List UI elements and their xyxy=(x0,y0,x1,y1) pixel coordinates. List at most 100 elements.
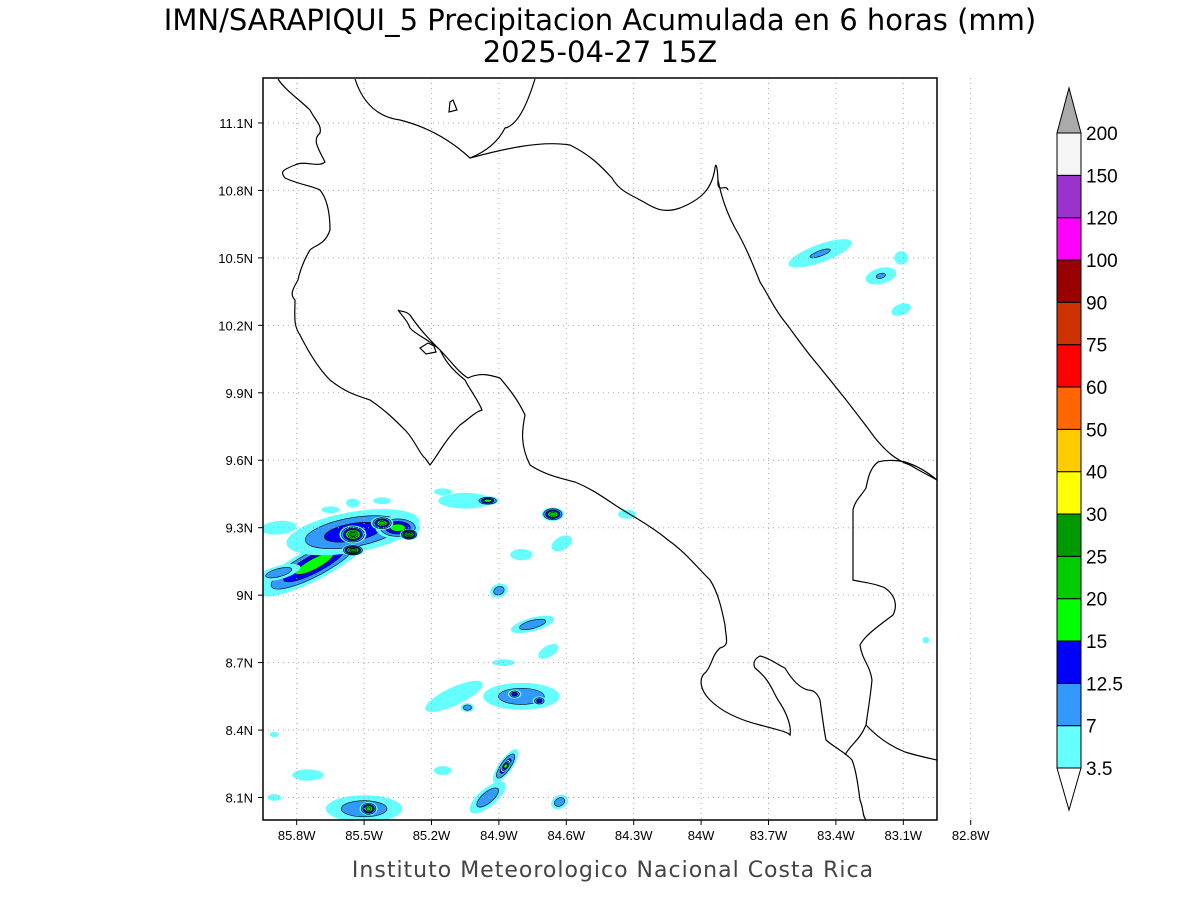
precip-cell xyxy=(483,682,560,710)
pacific-coast-north xyxy=(277,78,426,459)
panama-border xyxy=(844,459,937,756)
precip-contour-level-1 xyxy=(321,506,340,514)
y-tick-label: 9.9N xyxy=(226,386,253,401)
burica-coast xyxy=(865,724,937,761)
precip-cell xyxy=(551,535,573,552)
colorbar-label: 7 xyxy=(1086,717,1097,738)
y-tick-label: 9.6N xyxy=(226,453,253,468)
precip-cell xyxy=(500,760,511,772)
colorbar-swatch xyxy=(1056,132,1082,176)
precip-cell xyxy=(370,516,394,530)
precip-cell xyxy=(292,769,324,781)
precip-contour-level-2 xyxy=(875,272,886,279)
colorbar-label: 40 xyxy=(1086,463,1107,484)
precip-cell xyxy=(400,528,419,541)
y-tick-label: 8.4N xyxy=(226,723,253,738)
y-tick-label: 10.5N xyxy=(218,251,253,266)
lake-island xyxy=(448,99,458,113)
colorbar-label: 12.5 xyxy=(1086,674,1123,695)
colorbar-label: 60 xyxy=(1086,378,1107,399)
precip-cell xyxy=(532,696,547,706)
y-tick-label: 8.7N xyxy=(226,656,253,671)
x-tick-label: 84.6W xyxy=(548,828,586,843)
precip-cell xyxy=(263,563,301,582)
colorbar: 3.5 7 12.5 15 20 25 30 40 50 60 75 90 100 120 150 200 xyxy=(1056,86,1123,812)
x-tick-label: 83.1W xyxy=(885,828,923,843)
colorbar-label: 30 xyxy=(1086,505,1107,526)
precip-contour-level-1 xyxy=(894,251,908,265)
precip-cell xyxy=(469,781,506,814)
lake-nicaragua-shore xyxy=(354,78,536,159)
nicaragua-border xyxy=(469,143,729,212)
precip-contour-level-6 xyxy=(406,532,412,537)
map-title: IMN/SARAPIQUI_5 Precipitacion Acumulada … xyxy=(164,3,1036,37)
precip-contour-level-1 xyxy=(551,535,573,552)
precip-cell xyxy=(510,549,533,561)
pacific-coast-central xyxy=(499,377,867,820)
grid-layer xyxy=(263,78,972,820)
precip-cell xyxy=(321,506,340,514)
precip-contour-level-1 xyxy=(373,497,392,505)
gulf-island xyxy=(419,342,437,355)
precip-cell xyxy=(433,766,452,776)
precip-cell xyxy=(359,802,378,816)
x-tick-label: 83.7W xyxy=(750,828,788,843)
precip-contour-level-3 xyxy=(536,698,543,704)
precip-contour-level-1 xyxy=(433,766,452,776)
colorbar-swatch xyxy=(1056,471,1082,515)
colorbar-swatch xyxy=(1056,174,1082,219)
plot-background xyxy=(263,78,937,820)
coastlines xyxy=(277,78,937,820)
precip-cell xyxy=(490,583,508,598)
precip-contour-level-5 xyxy=(365,806,372,811)
x-tick-label: 84W xyxy=(688,828,715,843)
precip-cell xyxy=(269,731,279,738)
colorbar-label: 50 xyxy=(1086,420,1107,441)
y-tick-label: 11.1N xyxy=(219,116,253,131)
colorbar-label: 90 xyxy=(1086,293,1107,314)
precip-contour-level-1 xyxy=(433,488,452,496)
precip-contour-level-2 xyxy=(493,586,505,596)
precip-cell xyxy=(551,794,569,810)
colorbar-label: 20 xyxy=(1086,590,1107,611)
footer-credit: Instituto Meteorologico Nacional Costa R… xyxy=(352,858,874,883)
precip-contour-level-1 xyxy=(617,509,636,519)
precip-contour-level-2 xyxy=(463,704,472,711)
colorbar-label: 25 xyxy=(1086,547,1107,568)
precip-cell xyxy=(510,615,555,634)
map-subtitle: 2025-04-27 15Z xyxy=(483,35,718,69)
precip-contour-level-1 xyxy=(922,636,930,644)
precip-contour-level-5 xyxy=(378,521,386,526)
precip-cell xyxy=(507,689,522,699)
y-tick-label: 9.3N xyxy=(226,521,253,536)
colorbar-swatch xyxy=(1056,555,1082,600)
y-tick-label: 8.1N xyxy=(226,791,253,806)
y-tick-label: 10.2N xyxy=(218,318,253,333)
precip-cell xyxy=(894,251,908,265)
precip-contour-level-1 xyxy=(891,303,911,316)
precip-contour-level-1 xyxy=(292,769,324,781)
colorbar-over-triangle xyxy=(1056,86,1082,134)
precip-cell xyxy=(425,680,483,712)
precip-cell xyxy=(433,488,452,496)
precip-cell xyxy=(373,497,392,505)
precip-cell xyxy=(541,507,565,521)
precip-cell xyxy=(873,271,889,281)
x-tick-label: 85.2W xyxy=(413,828,451,843)
precip-contour-level-1 xyxy=(346,498,360,508)
colorbar-swatch xyxy=(1056,598,1082,642)
colorbar-label: 15 xyxy=(1086,632,1107,653)
precip-cell xyxy=(438,492,493,509)
x-tick-label: 84.3W xyxy=(615,828,653,843)
precip-contour-level-1 xyxy=(538,643,559,659)
caribbean-coast xyxy=(717,179,937,481)
colorbar-swatch xyxy=(1056,682,1082,727)
precip-cell xyxy=(803,245,838,261)
plot-area xyxy=(262,77,979,822)
precip-contour-level-2 xyxy=(968,817,979,822)
precip-contour-level-1 xyxy=(425,680,483,712)
y-tick-label: 9N xyxy=(236,588,253,603)
gulf-of-nicoya xyxy=(397,309,501,466)
precip-contour-level-6 xyxy=(349,548,356,552)
precip-cell xyxy=(476,496,499,506)
